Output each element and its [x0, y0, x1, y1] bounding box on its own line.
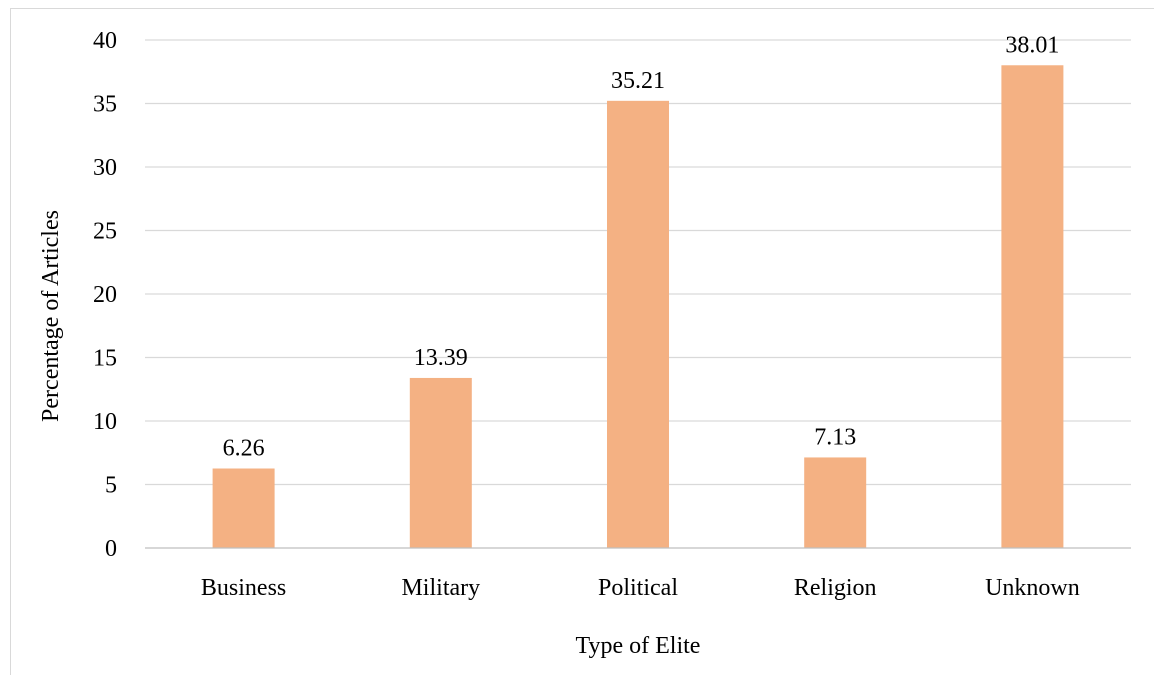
- data-label: 7.13: [814, 424, 856, 450]
- labels: 0 5 10 15 20 25 30 35 40 6.26 Business 13.39 Militar…: [93, 28, 1080, 601]
- bar: [1001, 65, 1064, 548]
- x-tick-label: Religion: [794, 575, 877, 601]
- x-tick-label: Business: [201, 575, 286, 601]
- data-label: 6.26: [223, 435, 265, 461]
- y-tick-label: 30: [93, 155, 117, 181]
- bar: [212, 468, 275, 548]
- x-tick-label: Political: [598, 575, 678, 601]
- data-label: 13.39: [414, 345, 468, 371]
- y-tick-label: 5: [105, 473, 117, 499]
- y-tick-label: 15: [93, 346, 117, 372]
- data-label: 38.01: [1005, 32, 1059, 58]
- data-label: 35.21: [611, 68, 665, 94]
- x-tick-label: Military: [401, 575, 480, 601]
- chart-frame: [10, 8, 1154, 675]
- y-tick-label: 25: [93, 219, 117, 245]
- y-axis-title: Percentage of Articles: [38, 210, 64, 422]
- x-axis-title: Type of Elite: [576, 633, 701, 659]
- y-tick-label: 20: [93, 282, 117, 308]
- x-tick-label: Unknown: [985, 575, 1080, 601]
- y-tick-label: 10: [93, 409, 117, 435]
- bars: [212, 65, 1064, 548]
- y-tick-label: 35: [93, 92, 117, 118]
- y-tick-label: 0: [105, 536, 117, 562]
- bar: [804, 457, 867, 548]
- bar: [607, 100, 669, 548]
- y-tick-label: 40: [93, 28, 117, 54]
- bar: [409, 377, 472, 548]
